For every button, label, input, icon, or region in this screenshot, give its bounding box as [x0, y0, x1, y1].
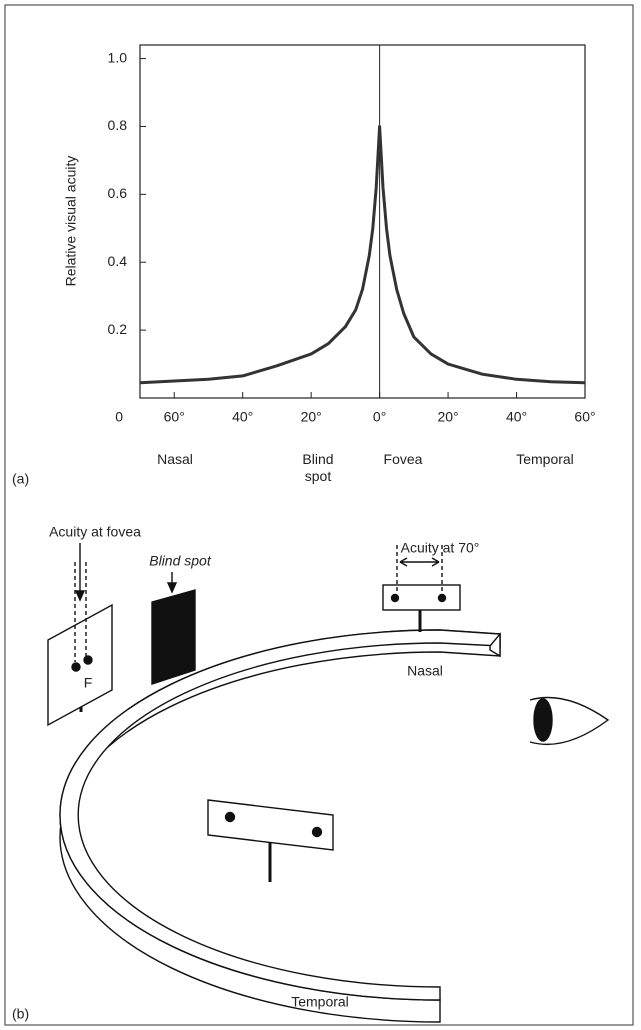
band-end — [489, 632, 501, 658]
arrow — [74, 543, 86, 602]
x-tick-label: 60° — [574, 409, 595, 425]
eye-lids — [529, 696, 610, 746]
perimeter-diagram — [47, 543, 610, 1023]
acuity-70-label: Acuity at 70° — [401, 540, 480, 556]
blind-spot-block — [151, 589, 196, 685]
region-label: Nasal — [157, 451, 193, 467]
x-tick-label: 20° — [301, 409, 322, 425]
dot — [71, 662, 81, 672]
bottom-card — [207, 799, 334, 851]
dot — [311, 826, 323, 838]
panel-label: (a) — [12, 471, 29, 487]
x-tick-label: 20° — [437, 409, 458, 425]
y-tick-label: 0.6 — [108, 185, 128, 201]
region-label: Temporal — [516, 451, 574, 467]
double-arrow — [399, 557, 440, 567]
dot — [224, 811, 236, 823]
y-tick-label: 0.2 — [108, 321, 128, 337]
frame — [4, 4, 634, 1026]
temporal-label: Temporal — [291, 994, 349, 1010]
x-tick-label: 40° — [232, 409, 253, 425]
acuity-curve — [139, 125, 586, 385]
acuity-card — [382, 584, 461, 611]
x-tick-label: 40° — [506, 409, 527, 425]
y-axis-label: Relative visual acuity — [63, 156, 79, 287]
fovea-label: Acuity at fovea — [49, 524, 141, 540]
arrow — [166, 572, 178, 594]
y-tick-label: 0 — [115, 409, 123, 425]
y-tick-label: 0.8 — [108, 117, 128, 133]
y-tick-label: 1.0 — [108, 49, 128, 65]
nasal-label: Nasal — [407, 663, 443, 679]
dot — [390, 593, 400, 603]
dot — [437, 593, 447, 603]
region-label: Blind spot — [302, 451, 334, 484]
dot — [83, 655, 93, 665]
plot-frame — [139, 44, 586, 399]
y-tick-label: 0.4 — [108, 253, 128, 269]
fovea-mark: F — [84, 675, 93, 691]
band-top — [59, 629, 501, 1001]
panel-label: (b) — [12, 1006, 29, 1022]
eye-iris — [533, 698, 553, 742]
blind-spot-label: Blind spot — [149, 553, 212, 569]
x-tick-label: 60° — [164, 409, 185, 425]
region-label: Fovea — [383, 451, 423, 467]
x-tick-label: 0° — [373, 409, 386, 425]
